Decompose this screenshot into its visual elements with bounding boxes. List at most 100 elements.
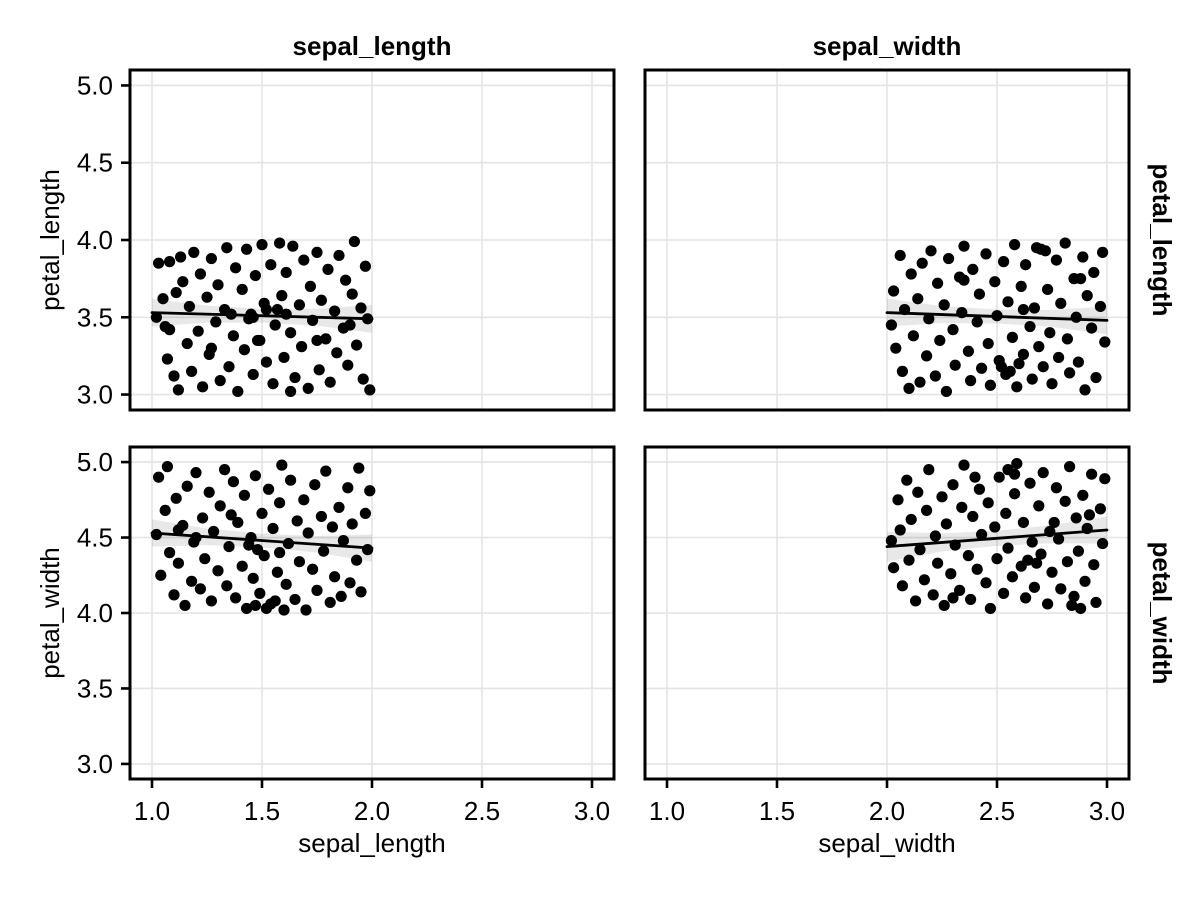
data-point xyxy=(923,464,935,476)
data-point xyxy=(1017,303,1029,316)
data-point xyxy=(186,365,198,377)
data-point xyxy=(956,307,968,319)
data-point xyxy=(1046,378,1058,390)
data-point xyxy=(912,293,924,305)
data-point xyxy=(989,276,1001,288)
data-point xyxy=(976,528,988,541)
data-point xyxy=(965,375,977,387)
data-point xyxy=(243,313,255,325)
data-point xyxy=(1037,361,1049,373)
data-point xyxy=(899,303,911,316)
data-point xyxy=(995,361,1008,373)
data-point xyxy=(1026,373,1038,385)
data-point xyxy=(1002,296,1014,308)
data-point xyxy=(1000,507,1012,519)
data-point xyxy=(1020,592,1032,604)
data-point xyxy=(1070,311,1082,323)
data-point xyxy=(269,319,281,331)
data-point xyxy=(249,470,261,482)
data-point xyxy=(1066,599,1078,612)
data-point xyxy=(1031,557,1043,569)
data-point xyxy=(1013,358,1025,370)
data-point xyxy=(905,268,917,280)
y-tick-label: 4.5 xyxy=(77,523,113,553)
data-point xyxy=(260,602,272,615)
data-point xyxy=(223,361,235,373)
data-point xyxy=(205,595,217,607)
panel-petal_length-sepal_width xyxy=(643,68,1131,412)
data-point xyxy=(894,524,906,536)
data-point xyxy=(940,385,953,398)
data-point xyxy=(190,467,202,479)
data-point xyxy=(280,266,292,279)
data-point xyxy=(282,537,294,550)
data-point xyxy=(335,590,347,603)
data-point xyxy=(337,534,349,547)
data-point xyxy=(232,516,244,529)
panel-gridlines xyxy=(645,70,1129,410)
data-point xyxy=(172,557,184,569)
data-point xyxy=(311,334,323,347)
data-point xyxy=(302,382,314,394)
data-point xyxy=(161,461,173,473)
data-point xyxy=(1046,566,1058,578)
data-point xyxy=(267,378,279,390)
data-point xyxy=(271,303,283,316)
data-point xyxy=(293,556,305,568)
data-point xyxy=(1009,488,1021,500)
data-point xyxy=(260,356,272,368)
data-point xyxy=(333,249,345,262)
data-point xyxy=(1077,489,1089,501)
data-point xyxy=(1053,351,1065,364)
x-tick-label: 3.0 xyxy=(574,796,610,826)
data-point xyxy=(274,497,286,509)
data-point xyxy=(287,240,299,252)
data-point xyxy=(973,288,986,300)
data-point xyxy=(929,530,942,542)
data-point xyxy=(304,280,316,292)
x-axis-title-sepal-width: sepal_width xyxy=(818,828,956,858)
data-point xyxy=(155,569,167,581)
y-tick-label: 4.0 xyxy=(77,598,113,628)
data-point xyxy=(973,483,986,495)
data-point xyxy=(296,341,308,353)
data-point xyxy=(971,316,983,328)
data-point xyxy=(291,515,303,527)
data-point xyxy=(929,370,942,382)
data-point xyxy=(298,254,310,266)
data-point xyxy=(1072,545,1084,557)
regression-line xyxy=(885,528,1109,548)
panel-border xyxy=(643,68,1131,412)
data-point xyxy=(938,599,950,612)
scatter-points xyxy=(885,237,1111,398)
data-point xyxy=(346,288,358,300)
data-point xyxy=(205,342,217,354)
data-point xyxy=(164,256,176,268)
data-point xyxy=(910,595,922,607)
data-point xyxy=(934,334,946,347)
data-point xyxy=(1044,525,1056,538)
data-point xyxy=(1011,381,1023,393)
data-point xyxy=(157,293,169,305)
y-tick-label: 3.0 xyxy=(77,380,113,410)
data-point xyxy=(1079,384,1091,396)
data-point xyxy=(1064,461,1076,473)
data-point xyxy=(1061,333,1073,345)
data-point xyxy=(208,525,220,538)
data-point xyxy=(885,534,898,547)
data-point xyxy=(221,580,233,592)
data-point xyxy=(901,474,913,486)
data-point xyxy=(1011,458,1023,470)
data-point xyxy=(965,593,977,606)
data-point xyxy=(947,592,959,604)
data-point xyxy=(1033,500,1045,512)
x-axis-title-sepal-length: sepal_length xyxy=(298,828,446,858)
panel-petal_width-sepal_width: 1.0 1.5 2.0 2.5 3.0 xyxy=(643,445,1131,826)
data-point xyxy=(1050,482,1062,494)
data-point xyxy=(177,276,189,288)
data-point xyxy=(1006,331,1019,343)
data-point xyxy=(949,359,961,371)
data-point xyxy=(298,494,310,506)
scatter-points xyxy=(150,235,376,398)
